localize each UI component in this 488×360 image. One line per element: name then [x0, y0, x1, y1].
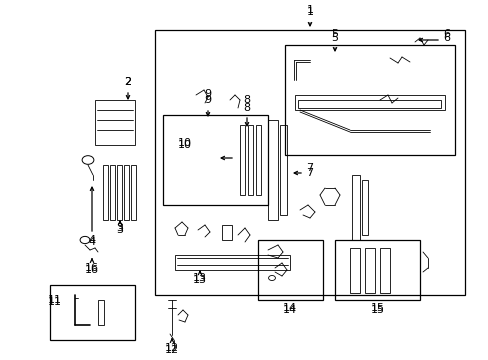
- Bar: [258, 240, 323, 300]
- Bar: [351, 175, 359, 240]
- Text: 15: 15: [370, 305, 384, 315]
- Text: 8: 8: [243, 95, 250, 105]
- Text: 11: 11: [48, 297, 62, 307]
- Bar: [95, 100, 135, 145]
- Bar: [117, 165, 122, 220]
- Bar: [240, 125, 244, 195]
- Text: 10: 10: [178, 138, 192, 148]
- Text: 13: 13: [193, 273, 206, 283]
- Text: 3: 3: [116, 223, 123, 233]
- Text: 14: 14: [283, 303, 296, 313]
- Text: 7: 7: [306, 168, 313, 178]
- Bar: [379, 248, 389, 293]
- Text: 2: 2: [124, 77, 131, 87]
- Bar: [103, 165, 108, 220]
- Bar: [98, 300, 104, 325]
- Text: 12: 12: [164, 343, 179, 353]
- Text: 13: 13: [193, 275, 206, 285]
- Bar: [349, 248, 359, 293]
- Bar: [294, 95, 444, 110]
- Text: 7: 7: [306, 163, 313, 173]
- Bar: [256, 125, 261, 195]
- Bar: [285, 45, 454, 155]
- Text: 5: 5: [331, 33, 338, 43]
- Text: 9: 9: [204, 89, 211, 99]
- Bar: [297, 100, 440, 108]
- Text: 1: 1: [306, 7, 313, 17]
- Bar: [50, 285, 135, 340]
- Bar: [163, 115, 267, 205]
- Text: 16: 16: [85, 263, 99, 273]
- Text: 3: 3: [116, 225, 123, 235]
- Text: 16: 16: [85, 265, 99, 275]
- Bar: [364, 248, 374, 293]
- Text: 1: 1: [306, 5, 313, 15]
- Text: 8: 8: [243, 103, 250, 113]
- Text: 9: 9: [204, 95, 211, 105]
- Bar: [280, 125, 286, 215]
- Text: 6: 6: [443, 29, 449, 39]
- Text: 12: 12: [164, 345, 179, 355]
- Bar: [124, 165, 129, 220]
- Text: 10: 10: [178, 140, 192, 150]
- Text: 4: 4: [88, 237, 95, 247]
- Bar: [334, 240, 419, 300]
- Bar: [361, 180, 367, 235]
- Text: 5: 5: [331, 29, 338, 39]
- Text: 15: 15: [370, 303, 384, 313]
- Bar: [110, 165, 115, 220]
- Bar: [247, 125, 252, 195]
- Text: 4: 4: [88, 235, 95, 245]
- Bar: [175, 255, 289, 270]
- Text: 14: 14: [283, 305, 296, 315]
- Bar: [222, 225, 231, 240]
- Text: 11: 11: [48, 295, 62, 305]
- Bar: [131, 165, 136, 220]
- Text: 6: 6: [443, 33, 449, 43]
- Bar: [267, 120, 278, 220]
- Bar: [155, 30, 464, 295]
- Text: 2: 2: [124, 77, 131, 87]
